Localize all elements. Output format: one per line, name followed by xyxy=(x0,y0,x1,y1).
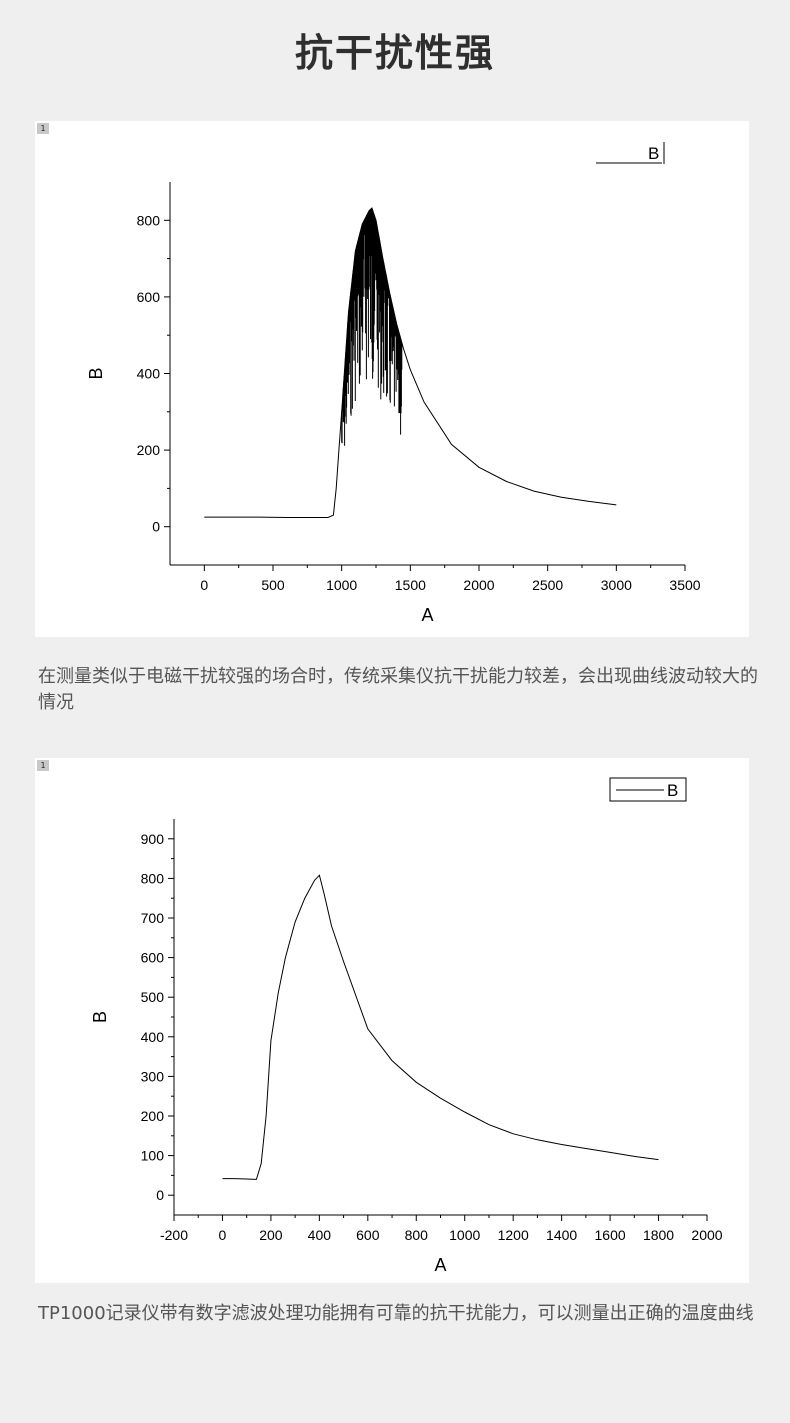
y-tick-label: 600 xyxy=(141,950,165,966)
x-tick-label: 0 xyxy=(200,577,208,593)
y-tick-label: 0 xyxy=(152,519,160,535)
y-tick-label: 200 xyxy=(141,1108,165,1124)
y-tick-label: 200 xyxy=(137,442,161,458)
x-tick-label: 2000 xyxy=(463,577,494,593)
x-tick-label: 600 xyxy=(356,1227,380,1243)
y-axis-label: B xyxy=(86,367,106,379)
y-tick-label: 100 xyxy=(141,1148,165,1164)
y-tick-label: 400 xyxy=(141,1029,165,1045)
y-tick-label: 400 xyxy=(137,366,161,382)
filtered-chart-caption: TP1000记录仪带有数字滤波处理功能拥有可靠的抗干扰能力，可以测量出正确的温度… xyxy=(38,1303,754,1324)
x-tick-label: 400 xyxy=(308,1227,332,1243)
series-line xyxy=(204,207,617,518)
y-tick-label: 500 xyxy=(141,989,165,1005)
page-title: 抗干扰性强 xyxy=(294,31,495,75)
x-tick-label: 2000 xyxy=(691,1227,722,1243)
y-tick-label: 600 xyxy=(137,289,161,305)
noisy-chart-panel: 1 0 500 1000 1500 2000 2500 3000 3500 0 200 400 600… xyxy=(35,121,749,637)
y-tick-label: 900 xyxy=(141,831,165,847)
panel-tag: 1 xyxy=(37,123,49,134)
y-tick-label: 800 xyxy=(137,212,161,228)
x-tick-label: 1200 xyxy=(498,1227,529,1243)
x-tick-label: 1800 xyxy=(643,1227,674,1243)
x-tick-label: 1000 xyxy=(326,577,357,593)
x-tick-label: 1500 xyxy=(395,577,426,593)
filtered-chart-panel: 1 -200 0 200 400 600 800 1000 1200 1400 1600 1800 2… xyxy=(35,758,749,1283)
filtered-temperature-chart: -200 0 200 400 600 800 1000 1200 1400 1600 1800 200… xyxy=(90,777,723,1275)
x-tick-label: 1400 xyxy=(546,1227,577,1243)
y-axis-label: B xyxy=(90,1011,110,1023)
x-axis-label: A xyxy=(421,605,433,625)
x-tick-label: 0 xyxy=(219,1227,227,1243)
y-tick-label: 300 xyxy=(141,1068,165,1084)
y-tick-label: 700 xyxy=(141,910,165,926)
x-tick-label: 3000 xyxy=(601,577,632,593)
x-tick-label: 200 xyxy=(259,1227,283,1243)
x-tick-label: 1600 xyxy=(595,1227,626,1243)
interference-spikes xyxy=(341,208,403,446)
y-tick-label: 800 xyxy=(141,870,165,886)
panel-tag: 1 xyxy=(37,760,49,771)
x-tick-label: 500 xyxy=(261,577,285,593)
legend-label: B xyxy=(667,781,678,800)
x-tick-label: 1000 xyxy=(449,1227,480,1243)
x-tick-label: 3500 xyxy=(669,577,700,593)
noisy-temperature-chart: 0 500 1000 1500 2000 2500 3000 3500 0 200 400 600 80… xyxy=(86,142,701,625)
series-line xyxy=(222,874,659,1180)
x-tick-label: -200 xyxy=(160,1227,188,1243)
x-tick-label: 2500 xyxy=(532,577,563,593)
y-tick-label: 0 xyxy=(156,1187,164,1203)
x-axis-label: A xyxy=(434,1255,446,1275)
legend-box xyxy=(609,777,687,802)
noisy-chart-caption: 在测量类似于电磁干扰较强的场合时，传统采集仪抗干扰能力较差，会出现曲线波动较大的… xyxy=(38,666,758,713)
legend-label: B xyxy=(648,144,659,163)
x-tick-label: 800 xyxy=(405,1227,429,1243)
